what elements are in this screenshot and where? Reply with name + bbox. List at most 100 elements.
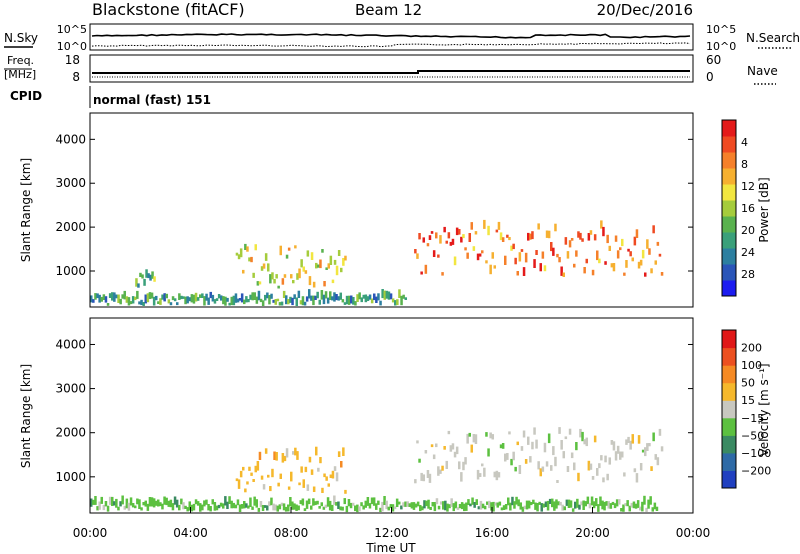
echo-cell (344, 255, 347, 261)
echo-cell (580, 501, 583, 506)
y-tick-label: 4000 (55, 337, 86, 351)
echo-cell (90, 295, 93, 303)
echo-cell (387, 506, 391, 511)
echo-cell (604, 455, 607, 463)
echo-cell (610, 263, 614, 268)
echo-cell (283, 274, 287, 278)
echo-cell (383, 290, 387, 300)
echo-cell (498, 501, 502, 506)
echo-cell (404, 297, 408, 300)
echo-cell (550, 465, 553, 471)
colorbar-tick-label: 100 (741, 359, 762, 372)
echo-cell (377, 293, 380, 301)
echo-cell (90, 498, 93, 507)
echo-cell (358, 292, 361, 300)
echo-cell (287, 299, 290, 305)
echo-cell (439, 501, 443, 505)
echo-cell (414, 249, 417, 254)
echo-cell (631, 434, 635, 444)
echo-cell (546, 500, 550, 511)
echo-cell (513, 501, 516, 509)
echo-cell (303, 301, 307, 306)
echo-cell (588, 503, 592, 509)
echo-cell (149, 274, 152, 281)
echo-cell (207, 504, 210, 511)
echo-cell (607, 501, 611, 509)
echo-cell (389, 293, 393, 300)
velocity-panel: 1000 2000 3000 4000 00:00 04:00 08:00 12:00 16:… (19, 317, 710, 554)
echo-cell (579, 232, 582, 240)
echo-cell (142, 302, 145, 306)
echo-cell (591, 269, 595, 276)
echo-cell (635, 473, 639, 483)
echo-cell (153, 276, 156, 282)
echo-cell (294, 447, 297, 456)
echo-cell (477, 506, 481, 510)
echo-cell (318, 299, 322, 305)
echo-cell (141, 274, 144, 279)
echo-cell (474, 231, 478, 235)
echo-cell (615, 499, 619, 507)
echo-cell (354, 505, 357, 512)
echo-cell (297, 505, 300, 511)
echo-cell (322, 294, 326, 305)
echo-cell (658, 253, 662, 257)
echo-cell (446, 503, 449, 512)
echo-cell (648, 443, 651, 447)
echo-cell (656, 241, 660, 246)
echo-cell (319, 457, 322, 464)
echo-cell (270, 497, 273, 506)
echo-cell (240, 504, 244, 509)
echo-cell (455, 227, 459, 236)
echo-cell (186, 507, 189, 512)
noise-sky-line (91, 33, 691, 39)
echo-cell (491, 434, 495, 440)
noise-search-label: N.Search (746, 31, 800, 45)
echo-cell (92, 499, 95, 505)
echo-cell (253, 292, 257, 300)
echo-cell (552, 247, 555, 256)
echo-cell (426, 470, 430, 478)
echo-cell (468, 432, 472, 437)
echo-cell (320, 502, 324, 507)
echo-cell (602, 477, 605, 483)
echo-cell (263, 505, 267, 508)
echo-cell (402, 294, 405, 299)
echo-cell (186, 296, 189, 304)
colorbar-tick-label: 28 (741, 268, 755, 281)
echo-cell (289, 497, 292, 507)
echo-cell (100, 496, 104, 504)
echo-cell (452, 503, 456, 512)
echo-cell (253, 496, 256, 506)
echo-cell (256, 461, 260, 471)
echo-cell (398, 501, 401, 505)
echo-cell (113, 501, 116, 506)
echo-cell (618, 499, 621, 505)
echo-cell (190, 504, 194, 512)
echo-cell (270, 293, 273, 299)
echo-cell (279, 245, 283, 256)
echo-cell (211, 294, 215, 302)
echo-cell (264, 253, 268, 261)
echo-cell (190, 294, 194, 303)
echo-cell (266, 292, 269, 299)
echo-cell (201, 504, 204, 511)
echo-cell (622, 504, 625, 512)
echo-cell (178, 293, 181, 300)
colorbar-tick-label: 12 (741, 180, 755, 193)
echo-cell (529, 456, 532, 463)
echo-cell (533, 259, 536, 268)
echo-cell (540, 503, 544, 512)
echo-cell (586, 496, 590, 505)
echo-cell (138, 301, 141, 305)
echo-cell (630, 502, 634, 508)
echo-cell (335, 472, 339, 482)
echo-cell (249, 294, 252, 300)
echo-cell (350, 295, 353, 304)
echo-cell (567, 499, 571, 508)
echo-cell (291, 501, 294, 510)
echo-cell (460, 502, 464, 510)
echo-cell (429, 507, 432, 510)
echo-cell (167, 299, 171, 304)
echo-cell (472, 434, 476, 443)
